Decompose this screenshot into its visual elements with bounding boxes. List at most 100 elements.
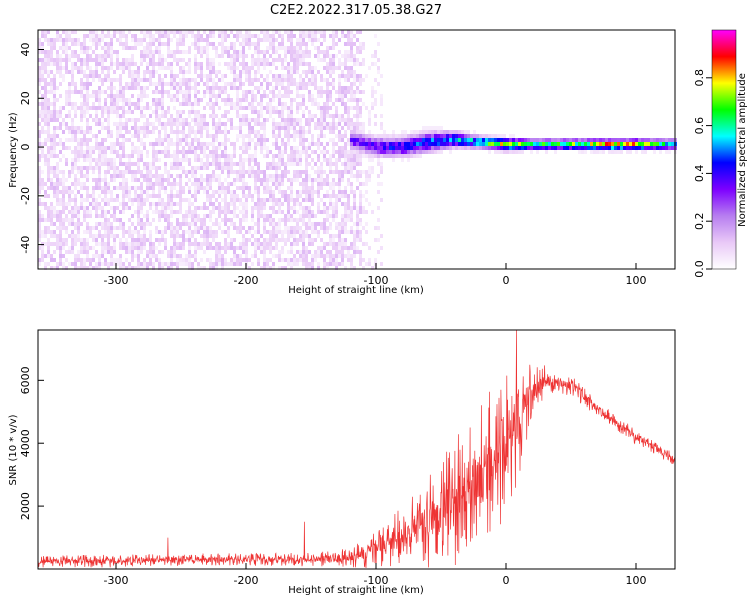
spectrogram-cell: [464, 138, 467, 142]
spectrogram-cell: [56, 170, 59, 174]
spectrogram-cell: [59, 242, 62, 246]
spectrogram-cell: [38, 142, 41, 146]
spectrogram-cell: [86, 74, 89, 78]
spectrogram-cell: [311, 254, 314, 258]
spectrogram-cell: [152, 210, 155, 214]
spectrogram-cell: [539, 138, 542, 142]
spectrogram-cell: [302, 150, 305, 154]
spectrogram-cell: [62, 186, 65, 190]
spectrogram-cell: [338, 90, 341, 94]
spectrogram-cell: [338, 66, 341, 70]
spectrogram-cell: [299, 226, 302, 230]
spectrogram-cell: [71, 130, 74, 134]
spectrogram-cell: [176, 114, 179, 118]
spectrogram-cell: [341, 62, 344, 66]
spectrogram-cell: [47, 126, 50, 130]
spectrogram-cell: [53, 222, 56, 226]
spectrogram-cell: [308, 242, 311, 246]
spectrogram-cell: [143, 190, 146, 194]
spectrogram-cell: [422, 150, 425, 154]
spectrogram-cell: [92, 226, 95, 230]
spectrogram-cell: [332, 246, 335, 250]
spectrogram-cell: [38, 182, 41, 186]
spectrogram-cell: [137, 134, 140, 138]
spectrogram-cell: [86, 166, 89, 170]
spectrogram-cell: [146, 126, 149, 130]
spectrogram-cell: [296, 110, 299, 114]
spectrogram-cell: [194, 66, 197, 70]
spectrogram-cell: [332, 210, 335, 214]
spectrogram-cell: [302, 62, 305, 66]
spectrogram-cell: [263, 266, 266, 270]
spectrogram-cell: [284, 222, 287, 226]
spectrogram-cell: [290, 110, 293, 114]
spectrogram-cell: [275, 94, 278, 98]
spectrogram-cell: [164, 122, 167, 126]
spectrogram-cell: [128, 234, 131, 238]
spectrogram-cell: [86, 126, 89, 130]
x-tick-label: -300: [104, 274, 129, 287]
spectrogram-cell: [137, 74, 140, 78]
spectrogram-cell: [239, 246, 242, 250]
spectrogram-cell: [134, 86, 137, 90]
spectrogram-cell: [74, 222, 77, 226]
spectrogram-cell: [344, 66, 347, 70]
spectrogram-cell: [71, 70, 74, 74]
x-tick-label: -200: [234, 574, 259, 587]
spectrogram-cell: [305, 82, 308, 86]
spectrogram-cell: [269, 238, 272, 242]
spectrogram-cell: [110, 234, 113, 238]
spectrogram-cell: [185, 150, 188, 154]
spectrogram-cell: [110, 174, 113, 178]
spectrogram-cell: [77, 142, 80, 146]
spectrogram-cell: [176, 94, 179, 98]
spectrogram-cell: [170, 70, 173, 74]
spectrogram-cell: [206, 62, 209, 66]
spectrogram-cell: [338, 190, 341, 194]
spectrogram-cell: [116, 94, 119, 98]
spectrogram-cell: [92, 102, 95, 106]
spectrogram-cell: [443, 138, 446, 142]
spectrogram-cell: [323, 58, 326, 62]
spectrogram-cell: [77, 210, 80, 214]
spectrogram-cell: [260, 86, 263, 90]
spectrogram-cell: [320, 250, 323, 254]
spectrogram-cell: [371, 142, 374, 146]
spectrogram-cell: [200, 98, 203, 102]
spectrogram-cell: [50, 86, 53, 90]
spectrogram-cell: [338, 114, 341, 118]
spectrogram-cell: [245, 114, 248, 118]
spectrogram-cell: [239, 74, 242, 78]
spectrogram-cell: [290, 82, 293, 86]
spectrogram-cell: [143, 114, 146, 118]
spectrogram-cell: [212, 62, 215, 66]
spectrogram-cell: [332, 70, 335, 74]
spectrogram-cell: [224, 50, 227, 54]
spectrogram-cell: [161, 94, 164, 98]
spectrogram-cell: [74, 262, 77, 266]
spectrogram-cell: [476, 142, 479, 146]
spectrogram-cell: [182, 30, 185, 34]
spectrogram-cell: [182, 42, 185, 46]
spectrogram-cell: [125, 46, 128, 50]
spectrogram-cell: [275, 178, 278, 182]
spectrogram-cell: [299, 122, 302, 126]
spectrogram-cell: [350, 190, 353, 194]
spectrogram-cell: [296, 70, 299, 74]
spectrogram-cell: [350, 266, 353, 270]
spectrogram-cell: [230, 70, 233, 74]
spectrogram-cell: [377, 146, 380, 150]
spectrogram-cell: [92, 50, 95, 54]
spectrogram-cell: [107, 218, 110, 222]
spectrogram-cell: [152, 42, 155, 46]
spectrogram-cell: [71, 218, 74, 222]
spectrogram-cell: [131, 202, 134, 206]
spectrogram-cell: [518, 150, 521, 154]
spectrogram-cell: [326, 242, 329, 246]
spectrogram-cell: [458, 142, 461, 146]
spectrogram-cell: [113, 62, 116, 66]
spectrogram-cell: [155, 158, 158, 162]
spectrogram-cell: [41, 146, 44, 150]
spectrogram-cell: [230, 170, 233, 174]
spectrogram-cell: [104, 230, 107, 234]
